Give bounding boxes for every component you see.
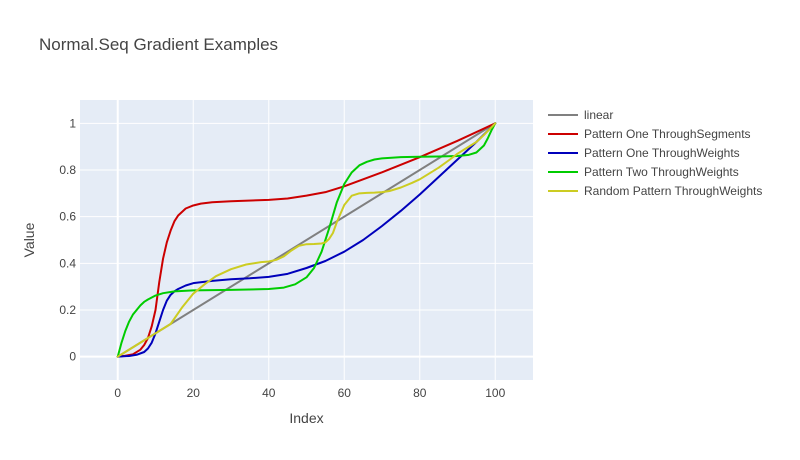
y-tick-label: 0.4 (59, 256, 76, 270)
y-tick-label: 0.8 (59, 163, 76, 177)
x-tick-label: 0 (114, 386, 121, 400)
legend-item[interactable]: Pattern Two ThroughWeights (548, 165, 739, 179)
y-tick-label: 0.2 (59, 303, 76, 317)
x-tick-label: 80 (413, 386, 427, 400)
y-tick-label: 0 (69, 350, 76, 364)
y-tick-label: 1 (69, 116, 76, 130)
series-line-4 (116, 122, 497, 358)
x-tick-label: 60 (338, 386, 352, 400)
legend-label: Pattern One ThroughSegments (584, 127, 751, 141)
legend-item[interactable]: Random Pattern ThroughWeights (548, 184, 762, 198)
series-line-1 (116, 122, 497, 358)
series-line-2 (116, 122, 497, 358)
tick-labels: 0 20 40 60 80 100 0 0.2 0.4 0.6 0.8 1 (59, 116, 505, 400)
legend-item[interactable]: linear (548, 108, 613, 122)
legend-item[interactable]: Pattern One ThroughWeights (548, 146, 740, 160)
legend-label: Pattern Two ThroughWeights (584, 165, 739, 179)
legend: linear Pattern One ThroughSegments Pattern… (548, 108, 762, 198)
y-tick-label: 0.6 (59, 210, 76, 224)
legend-label: Pattern One ThroughWeights (584, 146, 740, 160)
x-tick-label: 40 (262, 386, 276, 400)
y-axis-title: Value (21, 222, 37, 257)
x-tick-label: 20 (187, 386, 201, 400)
chart-title: Normal.Seq Gradient Examples (39, 35, 278, 54)
series-lines (116, 122, 497, 358)
legend-label: Random Pattern ThroughWeights (584, 184, 762, 198)
series-line-0 (116, 122, 497, 358)
x-tick-label: 100 (485, 386, 505, 400)
legend-item[interactable]: Pattern One ThroughSegments (548, 127, 751, 141)
legend-label: linear (584, 108, 613, 122)
x-axis-title: Index (289, 410, 323, 426)
